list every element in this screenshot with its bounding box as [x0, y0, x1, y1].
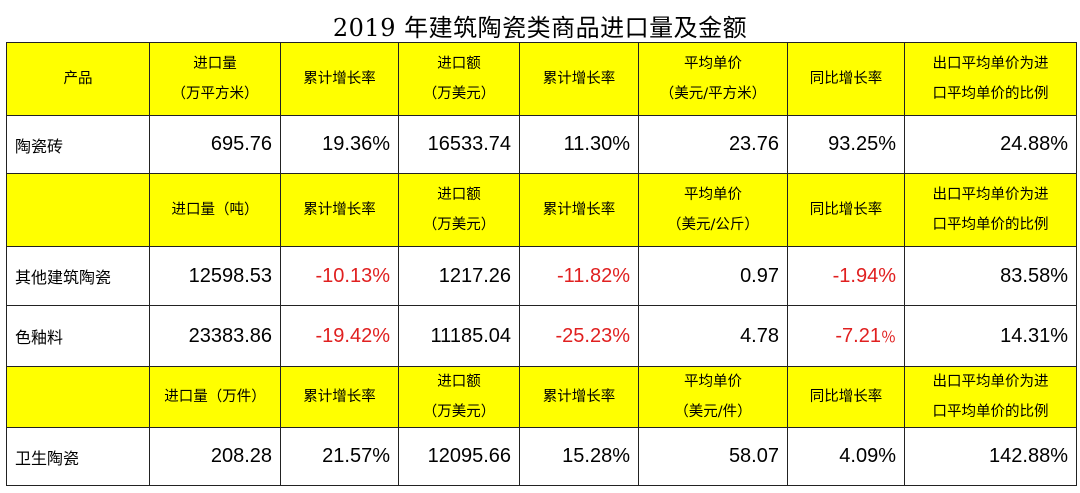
qty-value: 23383.86	[149, 305, 281, 367]
unit-price-value: 58.07	[638, 427, 788, 486]
product-name: 陶瓷砖	[6, 115, 150, 174]
unit-price-value: 0.97	[638, 246, 788, 306]
header-yoy: 同比增长率	[787, 173, 905, 247]
header-amount: 进口额 （万美元）	[398, 173, 520, 247]
unit-price-value: 23.76	[638, 115, 788, 174]
amount-growth-value: 15.28%	[519, 427, 639, 486]
qty-value: 695.76	[149, 115, 281, 174]
ratio-value: 14.31%	[904, 305, 1077, 367]
header-amount-growth: 累计增长率	[519, 366, 639, 428]
table-row: 卫生陶瓷 208.28 21.57% 12095.66 15.28% 58.07…	[6, 427, 1077, 486]
header-unit-price: 平均单价 （美元/公斤）	[638, 173, 788, 247]
ratio-value: 142.88%	[904, 427, 1077, 486]
header-amount: 进口额 （万美元）	[398, 366, 520, 428]
header-row-sanitary: 进口量（万件） 累计增长率 进口额 （万美元） 累计增长率 平均单价 （美元/件） …	[6, 366, 1077, 428]
amount-growth-value: -11.82%	[519, 246, 639, 306]
table-row: 色釉料 23383.86 -19.42% 11185.04 -25.23% 4.…	[6, 305, 1077, 367]
product-name: 其他建筑陶瓷	[6, 246, 150, 306]
table-title: 2019 年建筑陶瓷类商品进口量及金额	[332, 14, 748, 42]
table-row: 其他建筑陶瓷 12598.53 -10.13% 1217.26 -11.82% …	[6, 246, 1077, 306]
amount-value: 16533.74	[398, 115, 520, 174]
yoy-value: 4.09%	[787, 427, 905, 486]
amount-value: 12095.66	[398, 427, 520, 486]
product-name: 卫生陶瓷	[6, 427, 150, 486]
header-qty-growth: 累计增长率	[280, 366, 399, 428]
header-row-tiles: 产品 进口量 （万平方米） 累计增长率 进口额 （万美元） 累计增长率 平均单价 （美…	[6, 42, 1077, 116]
header-ratio: 出口平均单价为进 口平均单价的比例	[904, 42, 1077, 116]
header-product	[6, 366, 150, 428]
header-amount: 进口额 （万美元）	[398, 42, 520, 116]
qty-growth-value: -19.42%	[280, 305, 399, 367]
header-qty: 进口量（吨）	[149, 173, 281, 247]
yoy-value: -1.94%	[787, 246, 905, 306]
header-unit-price: 平均单价 （美元/平方米）	[638, 42, 788, 116]
header-ratio: 出口平均单价为进 口平均单价的比例	[904, 366, 1077, 428]
product-name: 色釉料	[6, 305, 150, 367]
amount-value: 1217.26	[398, 246, 520, 306]
qty-value: 12598.53	[149, 246, 281, 306]
yoy-number: -7.21	[835, 324, 881, 347]
header-amount-growth: 累计增长率	[519, 42, 639, 116]
unit-price-value: 4.78	[638, 305, 788, 367]
yoy-percent-sign: ％	[880, 328, 896, 346]
header-row-other: 进口量（吨） 累计增长率 进口额 （万美元） 累计增长率 平均单价 （美元/公斤） …	[6, 173, 1077, 247]
header-yoy: 同比增长率	[787, 42, 905, 116]
qty-growth-value: 21.57%	[280, 427, 399, 486]
header-ratio: 出口平均单价为进 口平均单价的比例	[904, 173, 1077, 247]
header-qty: 进口量 （万平方米）	[149, 42, 281, 116]
header-yoy: 同比增长率	[787, 366, 905, 428]
import-table: 产品 进口量 （万平方米） 累计增长率 进口额 （万美元） 累计增长率 平均单价 （美…	[6, 42, 1077, 486]
header-product	[6, 173, 150, 247]
amount-value: 11185.04	[398, 305, 520, 367]
header-qty: 进口量（万件）	[149, 366, 281, 428]
header-product: 产品	[6, 42, 150, 116]
qty-value: 208.28	[149, 427, 281, 486]
table-row: 陶瓷砖 695.76 19.36% 16533.74 11.30% 23.76 …	[6, 115, 1077, 174]
header-unit-price: 平均单价 （美元/件）	[638, 366, 788, 428]
amount-growth-value: -25.23%	[519, 305, 639, 367]
header-amount-growth: 累计增长率	[519, 173, 639, 247]
ratio-value: 83.58%	[904, 246, 1077, 306]
header-qty-growth: 累计增长率	[280, 42, 399, 116]
header-qty-growth: 累计增长率	[280, 173, 399, 247]
qty-growth-value: -10.13%	[280, 246, 399, 306]
ratio-value: 24.88%	[904, 115, 1077, 174]
qty-growth-value: 19.36%	[280, 115, 399, 174]
yoy-value: 93.25%	[787, 115, 905, 174]
yoy-value: -7.21％	[787, 305, 905, 367]
amount-growth-value: 11.30%	[519, 115, 639, 174]
